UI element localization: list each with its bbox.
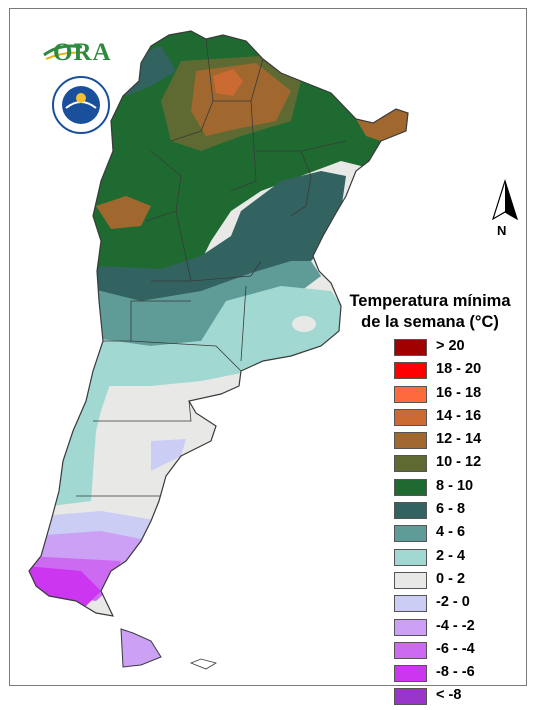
legend-label: 12 - 14 [436, 431, 482, 448]
legend-swatch [394, 525, 427, 543]
legend-swatch [394, 408, 427, 426]
legend-swatch [394, 548, 427, 566]
legend-swatch [394, 385, 427, 403]
legend-label: 4 - 6 [436, 524, 466, 541]
country-outline [28, 30, 409, 617]
legend-label: -8 - -6 [436, 664, 475, 681]
legend-swatch [394, 432, 427, 450]
legend-swatch [394, 571, 427, 589]
legend-label: > 20 [436, 338, 465, 354]
legend-swatch [394, 595, 427, 613]
legend-label: -2 - 0 [436, 594, 470, 611]
ora-logo-text: ORA [53, 39, 112, 66]
north-arrow-icon [491, 179, 519, 221]
legend-label: 16 - 18 [436, 384, 482, 401]
tierra-del-fuego [120, 628, 162, 668]
legend-swatch [394, 688, 427, 706]
legend-label: 0 - 2 [436, 570, 466, 587]
legend-swatch [394, 339, 427, 356]
legend-swatch [394, 665, 427, 683]
legend-title: Temperatura mínima de la semana (°C) [338, 291, 522, 333]
legend-label: < -8 [436, 687, 462, 704]
legend-swatch [394, 618, 427, 636]
legend-label: 2 - 4 [436, 547, 466, 564]
national-seal-icon [52, 76, 110, 134]
legend-title-line1: Temperatura mínima [349, 292, 511, 310]
map-frame: ORA N [9, 8, 527, 686]
legend-label: 14 - 16 [436, 407, 482, 424]
province-boundaries [76, 38, 347, 497]
legend-label: -4 - -2 [436, 617, 475, 634]
legend-title-line2: de la semana (°C) [361, 313, 499, 331]
north-label: N [497, 223, 507, 238]
legend-label: 10 - 12 [436, 454, 482, 471]
ora-logo-icon [43, 44, 85, 60]
legend-label: 6 - 8 [436, 501, 466, 518]
legend-label: -6 - -4 [436, 640, 475, 657]
legend-swatch [394, 641, 427, 659]
legend-swatch [394, 502, 427, 520]
legend-swatch [394, 478, 427, 496]
legend-label: 8 - 10 [436, 477, 474, 494]
legend-swatch [394, 362, 427, 380]
legend-label: 18 - 20 [436, 361, 482, 378]
legend-swatch [394, 455, 427, 473]
islands [189, 658, 218, 670]
